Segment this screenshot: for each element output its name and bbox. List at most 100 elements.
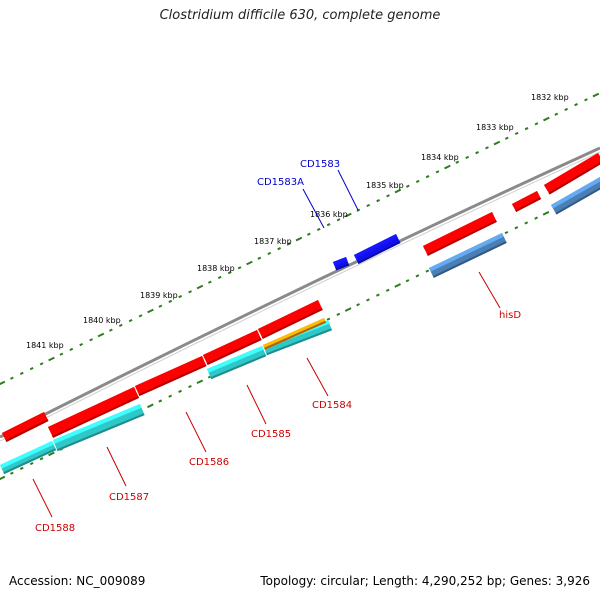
gene-label-cd1585: CD1585 [251, 429, 291, 440]
leader-cd1586 [185, 411, 207, 453]
scale-tick [316, 227, 321, 232]
scale-tick [584, 98, 588, 102]
genome-summary-text: Topology: circular; Length: 4,290,252 bp… [260, 574, 590, 588]
leader-cd1583 [337, 169, 359, 211]
scale-tick [178, 389, 182, 393]
scale-label: 1837 kbp [254, 237, 292, 246]
gene-label-cd1584: CD1584 [312, 400, 352, 411]
scale-tick [386, 194, 390, 198]
scale-tick [356, 303, 360, 307]
scale-tick [326, 317, 331, 321]
scale-tick [29, 461, 34, 466]
scale-tick [455, 160, 460, 164]
scale-tick [207, 280, 212, 284]
scale-labels: 1832 kbp 1833 kbp 1834 kbp 1835 kbp 1836… [26, 93, 569, 350]
scale-tick [158, 304, 163, 308]
leader-cd1587 [106, 446, 127, 487]
gene-cd1588-forward [2, 412, 49, 442]
leader-hisd [478, 271, 501, 309]
gene-cd1585-reverse [207, 346, 267, 380]
scale-tick [345, 212, 352, 218]
scale-tick [574, 103, 578, 107]
gene-features [0, 153, 600, 475]
scale-tick [543, 116, 550, 122]
scale-tick [425, 175, 430, 179]
leader-cd1585 [246, 384, 267, 425]
scale-tick [524, 127, 529, 131]
scale-tick [534, 122, 539, 126]
scale-ticks [0, 92, 600, 481]
gene-cd1584-orange [263, 318, 327, 350]
scale-tick [295, 236, 303, 242]
scale-tick [19, 466, 24, 470]
scale-tick [257, 256, 262, 260]
scale-tick [326, 223, 331, 227]
scale-label: 1833 kbp [476, 123, 514, 132]
scale-tick [29, 367, 34, 371]
gene-labels: CD1583 CD1583A hisD CD1584 CD1585 CD1586… [35, 159, 521, 534]
scale-tick [277, 247, 282, 251]
backbone-line [0, 151, 600, 442]
gene-fwd-edge [544, 153, 600, 195]
scale-tick [465, 155, 470, 160]
scale-tick [375, 293, 380, 297]
scale-tick [69, 347, 74, 352]
scale-tick [415, 179, 420, 184]
scale-tick [168, 394, 173, 398]
gene-cd1585-forward [203, 330, 262, 365]
scale-tick [425, 269, 430, 273]
gene-hisd-forward [423, 212, 497, 256]
scale-tick [504, 136, 509, 140]
scale-tick [366, 203, 371, 208]
scale-tick [118, 323, 123, 328]
gene-cd1587-reverse [53, 404, 145, 452]
gene-cd1583 [354, 234, 401, 264]
accession-text: Accession: NC_009089 [9, 574, 146, 588]
scale-tick [444, 164, 451, 170]
scale-tick [48, 451, 55, 457]
scale-tick [554, 112, 559, 116]
scale-tick [108, 328, 113, 332]
scale-tick [39, 362, 44, 366]
scale-tick [39, 457, 44, 461]
scale-label: 1839 kbp [140, 291, 178, 300]
scale-tick [405, 184, 410, 188]
gene-label-cd1583: CD1583 [300, 159, 340, 170]
scale-tick [158, 399, 163, 403]
scale-tick [415, 274, 420, 278]
scale-tick [344, 307, 352, 312]
scale-tick [385, 288, 390, 292]
scale-tick [59, 352, 64, 356]
scale-tick [485, 146, 489, 150]
gene-leader-lines [32, 169, 501, 518]
scale-tick [267, 251, 272, 256]
scale-tick [493, 140, 501, 146]
scale-tick [542, 210, 550, 216]
scale-tick [504, 230, 509, 235]
leader-cd1583a [302, 188, 325, 229]
genome-backbone [0, 146, 600, 442]
scale-tick [564, 107, 569, 112]
scale-tick [524, 221, 529, 225]
scale-tick [227, 271, 232, 275]
scale-tick [10, 376, 14, 380]
gene-cd1586-forward [135, 356, 207, 397]
scale-tick [246, 260, 253, 266]
scale-tick [19, 371, 24, 375]
gene-label-cd1587: CD1587 [109, 492, 149, 503]
scale-tick [336, 218, 341, 222]
scale-tick [336, 312, 341, 316]
scale-tick [306, 232, 311, 236]
scale-tick [196, 379, 204, 385]
scale-tick [435, 170, 440, 174]
scale-tick [237, 266, 242, 270]
gene-hisd-reverse [429, 233, 507, 278]
scale-label: 1838 kbp [197, 264, 235, 273]
gene-label-hisd: hisD [499, 310, 521, 321]
scale-label: 1836 kbp [310, 210, 348, 219]
gene-rev-edge [551, 177, 600, 215]
scale-tick [0, 475, 6, 481]
gene-cd1587-forward [48, 387, 140, 438]
backbone-line [0, 146, 600, 439]
